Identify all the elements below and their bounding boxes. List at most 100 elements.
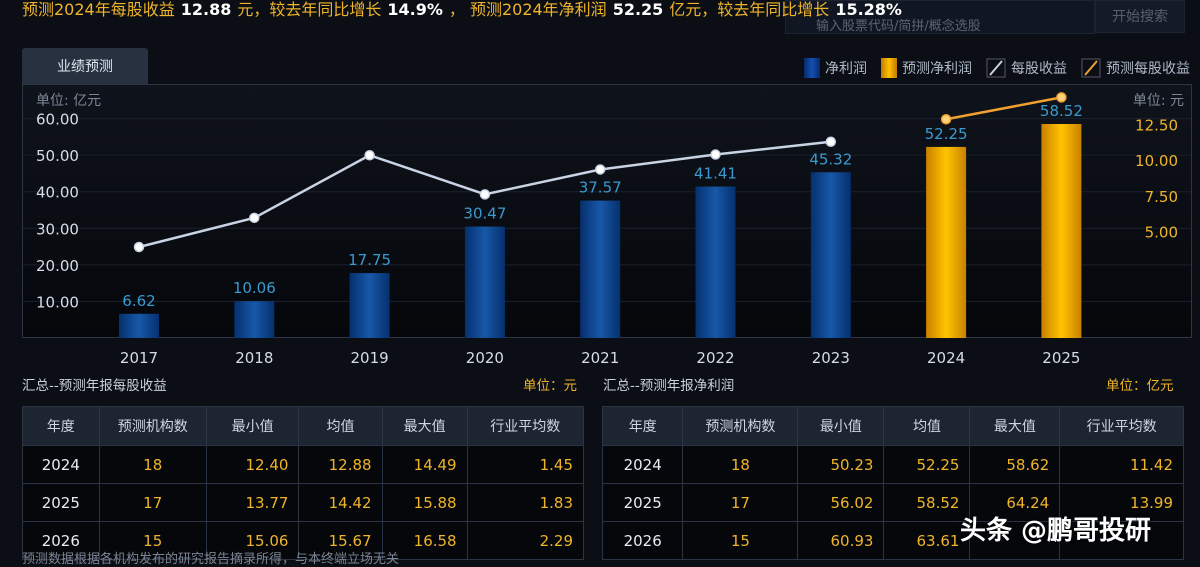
left-tick-label: 60.00 xyxy=(36,111,79,129)
column-header: 最大值 xyxy=(969,406,1061,446)
table-cell: 1.83 xyxy=(466,483,585,522)
x-tick-label: 2017 xyxy=(120,349,158,367)
line-swatch-icon xyxy=(1081,58,1101,78)
table-cell: 2025 xyxy=(22,483,100,522)
eps-point xyxy=(479,189,491,200)
column-header: 预测机构数 xyxy=(98,406,207,446)
table-cell: 2026 xyxy=(22,521,100,560)
legend: 净利润 预测净利润 每股收益 预测每股收益 xyxy=(804,58,1190,78)
legend-item[interactable]: 预测每股收益 xyxy=(1081,58,1190,78)
table-cell: 1.45 xyxy=(466,445,585,484)
bar-data-label: 41.41 xyxy=(694,165,737,183)
x-tick-label: 2025 xyxy=(1042,349,1080,367)
column-header: 行业平均数 xyxy=(1059,406,1184,446)
table-cell: 15 xyxy=(682,521,799,560)
left-tick-label: 10.00 xyxy=(36,293,79,311)
eps-growth: 14.9% xyxy=(387,0,443,19)
table-cell: 16.58 xyxy=(381,521,468,560)
legend-item[interactable]: 每股收益 xyxy=(986,58,1067,78)
column-header: 最小值 xyxy=(797,406,885,446)
watermark: 头条 @鹏哥投研 xyxy=(960,516,1152,546)
bar-2025 xyxy=(1041,123,1082,338)
table-row: 2026 15 15.06 15.67 16.58 2.29 xyxy=(22,521,585,560)
right-tick-label: 10.00 xyxy=(1135,152,1178,170)
right-tick-label: 7.50 xyxy=(1145,188,1178,206)
eps-point xyxy=(1056,92,1067,103)
bar-2021 xyxy=(580,200,621,338)
bar-2019 xyxy=(349,273,390,338)
table-cell: 52.25 xyxy=(883,445,971,484)
np-value: 52.25 xyxy=(612,0,664,19)
table-cell: 2.29 xyxy=(466,521,585,560)
x-tick-label: 2023 xyxy=(812,349,850,367)
np-table-title: 汇总--预测年报净利润 xyxy=(603,378,735,394)
table-row: 2025 17 13.77 14.42 15.88 1.83 xyxy=(22,483,585,522)
table-cell: 2024 xyxy=(22,445,100,484)
column-header: 均值 xyxy=(883,406,971,446)
x-tick-label: 2021 xyxy=(581,349,619,367)
table-cell: 56.02 xyxy=(797,483,885,522)
legend-item[interactable]: 预测净利润 xyxy=(881,58,972,78)
column-header: 均值 xyxy=(298,406,383,446)
eps-point xyxy=(710,149,721,160)
bar-data-label: 30.47 xyxy=(463,205,506,223)
table-cell xyxy=(969,521,1061,560)
table-cell: 14.49 xyxy=(381,445,468,484)
eps-forecast-table: 年度 预测机构数 最小值 均值 最大值 行业平均数 2024 18 12.40 12.88 14.4… xyxy=(22,406,585,560)
table-cell: 64.24 xyxy=(969,483,1061,522)
table-row: 2024 18 50.23 52.25 58.62 11.42 xyxy=(601,445,1184,484)
bar-swatch-icon xyxy=(804,58,820,78)
eps-point xyxy=(133,241,145,253)
column-header: 预测机构数 xyxy=(682,406,799,446)
column-header: 年度 xyxy=(601,406,684,446)
bar-data-label: 10.06 xyxy=(233,279,276,297)
legend-label: 净利润 xyxy=(825,61,867,77)
bar-data-label: 37.57 xyxy=(579,179,622,197)
table-cell: 58.62 xyxy=(969,445,1061,484)
table-cell: 18 xyxy=(98,445,207,484)
table-row: 2026 15 60.93 63.61 xyxy=(601,521,1184,560)
bar-data-label: 45.32 xyxy=(809,150,852,168)
bar-swatch-icon xyxy=(881,58,897,78)
column-header: 最小值 xyxy=(205,406,300,446)
legend-label: 预测每股收益 xyxy=(1106,61,1190,77)
table-cell: 13.99 xyxy=(1059,483,1184,522)
table-header-row: 年度 预测机构数 最小值 均值 最大值 行业平均数 xyxy=(601,406,1184,446)
x-tick-label: 2020 xyxy=(466,349,504,367)
table-cell: 15.88 xyxy=(381,483,468,522)
eps-table-title: 汇总--预测年报每股收益 xyxy=(22,378,167,394)
table-cell: 18 xyxy=(682,445,799,484)
tab-performance-forecast[interactable]: 业绩预测 xyxy=(22,48,148,84)
np-table-unit: 单位：亿元 xyxy=(1106,378,1174,394)
table-cell: 15.67 xyxy=(298,521,383,560)
bar-2020 xyxy=(464,226,505,338)
headline-summary: 预测2024年每股收益 12.88 元，较去年同比增长 14.9% ， 预测2024年净… xyxy=(22,0,908,20)
table-row: 2025 17 56.02 58.52 64.24 13.99 xyxy=(601,483,1184,522)
x-tick-label: 2022 xyxy=(696,349,734,367)
right-tick-label: 5.00 xyxy=(1145,223,1178,241)
table-cell: 60.93 xyxy=(797,521,885,560)
headline-text: ， 预测2024年净利润 xyxy=(448,0,607,19)
table-cell: 2025 xyxy=(601,483,684,522)
left-tick-label: 40.00 xyxy=(36,184,79,202)
left-tick-label: 30.00 xyxy=(36,220,79,238)
np-forecast-table: 年度 预测机构数 最小值 均值 最大值 行业平均数 2024 18 50.23 52.25 58.6… xyxy=(601,406,1184,560)
eps-value: 12.88 xyxy=(180,0,232,19)
headline-text: 亿元，较去年同比增长 xyxy=(669,0,830,19)
search-input[interactable]: 输入股票代码/简拼/概念选股 xyxy=(785,0,1095,34)
left-tick-label: 50.00 xyxy=(36,147,79,165)
legend-item[interactable]: 净利润 xyxy=(804,58,867,78)
search-button[interactable]: 开始搜索 xyxy=(1095,0,1185,33)
column-header: 行业平均数 xyxy=(466,406,585,446)
table-cell: 13.77 xyxy=(205,483,300,522)
table-cell: 11.42 xyxy=(1059,445,1184,484)
headline-text: 元，较去年同比增长 xyxy=(237,0,382,19)
legend-label: 预测净利润 xyxy=(902,61,972,77)
table-row: 2024 18 12.40 12.88 14.49 1.45 xyxy=(22,445,585,484)
table-cell: 2026 xyxy=(601,521,684,560)
table-header-row: 年度 预测机构数 最小值 均值 最大值 行业平均数 xyxy=(22,406,585,446)
eps-point xyxy=(249,212,260,224)
table-cell: 15 xyxy=(98,521,207,560)
eps-point xyxy=(364,149,375,161)
table-cell: 17 xyxy=(98,483,207,522)
